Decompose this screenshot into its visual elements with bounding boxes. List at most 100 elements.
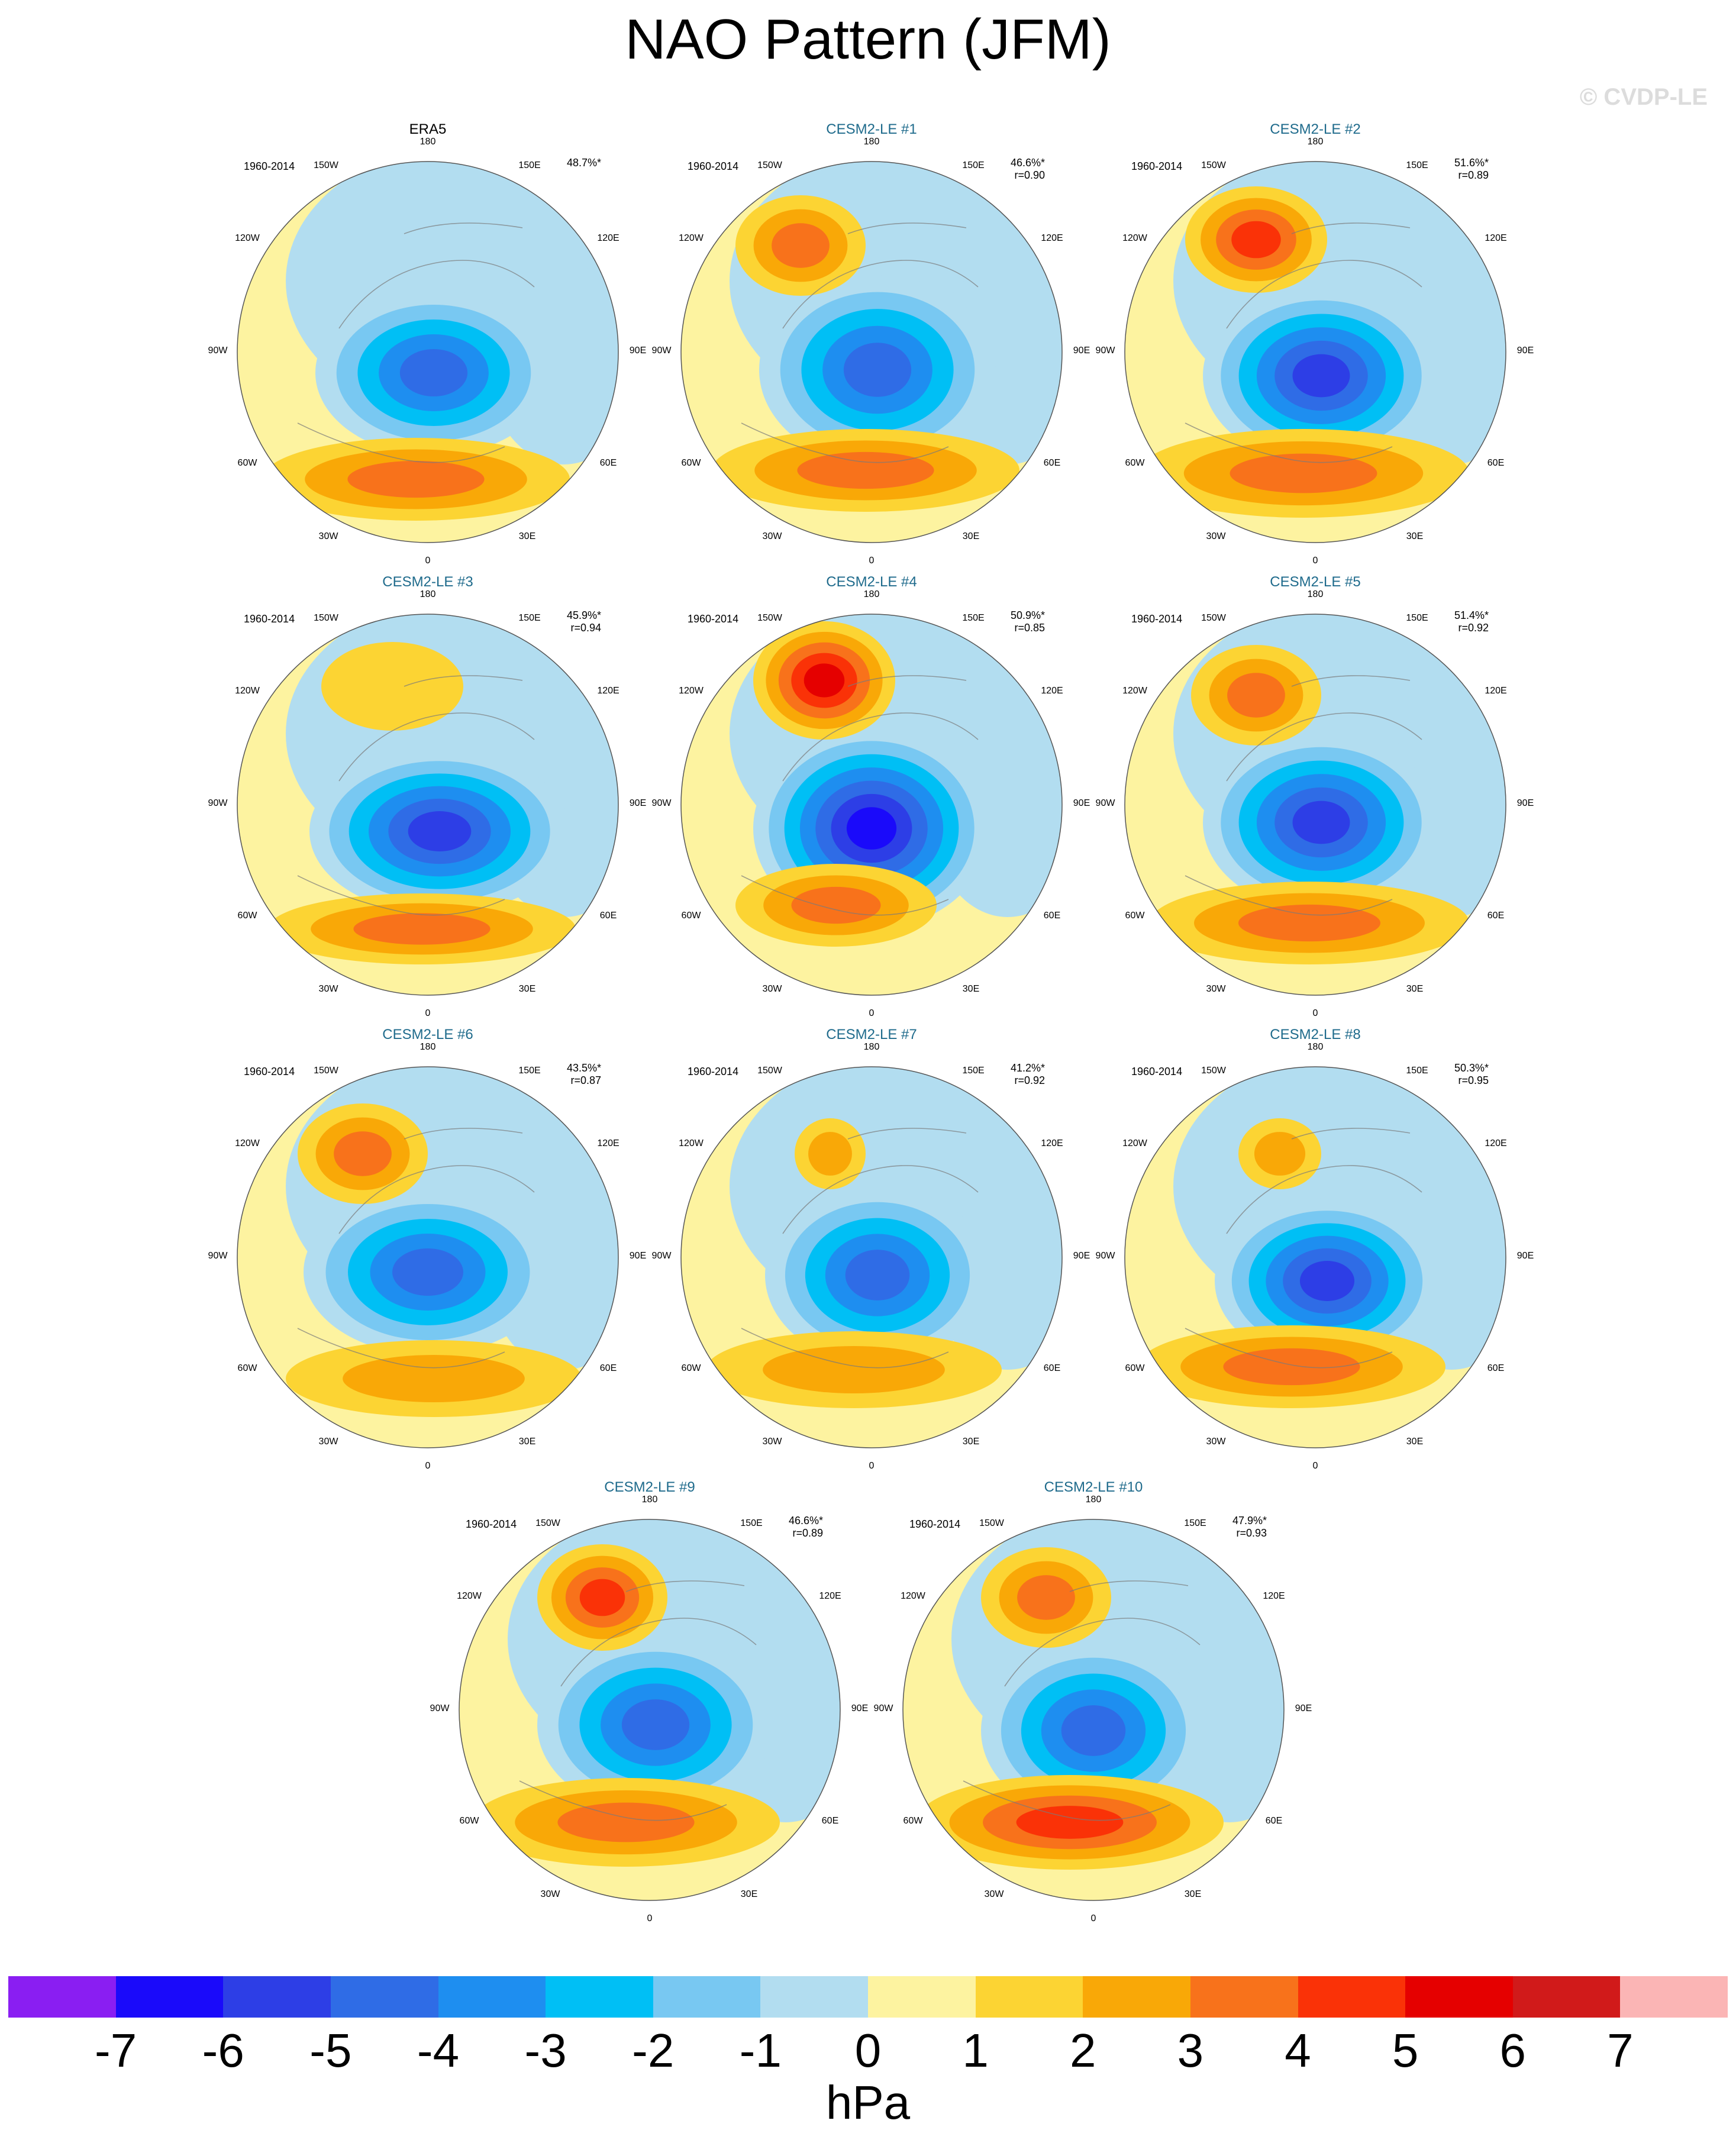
longitude-label: 30E — [1184, 1889, 1202, 1899]
longitude-label: 180 — [863, 589, 880, 599]
longitude-label: 90E — [1073, 346, 1090, 356]
polar-map — [237, 614, 619, 996]
longitude-label: 60E — [821, 1816, 839, 1826]
explained-variance: 46.6%* — [788, 1515, 823, 1526]
longitude-label: 30E — [962, 531, 980, 541]
longitude-label: 30E — [740, 1889, 758, 1899]
colorbar-swatch — [115, 1976, 224, 2018]
polar-map — [1124, 614, 1506, 996]
panel-stats: 50.3%* r=0.95 — [1424, 1062, 1489, 1086]
pacific-anomaly-level-4 — [1231, 221, 1281, 259]
colorbar-tick-label: -4 — [417, 2024, 460, 2077]
azores-high-level-2 — [343, 1355, 525, 1402]
longitude-label: 150W — [757, 613, 782, 623]
longitude-label: 0 — [869, 1008, 875, 1018]
pattern-correlation: r=0.92 — [1458, 621, 1489, 634]
longitude-label: 120W — [679, 686, 704, 696]
explained-variance: 51.4%* — [1454, 609, 1489, 621]
explained-variance: 47.9%* — [1232, 1515, 1267, 1526]
panel-title: CESM2-LE #1 — [826, 121, 917, 137]
pacific-anomaly-level-1 — [321, 642, 463, 731]
panel-stats: 51.6%* r=0.89 — [1424, 157, 1489, 181]
colorbar-tick-label: 0 — [854, 2024, 882, 2077]
panel-stats: 47.9%* r=0.93 — [1202, 1515, 1267, 1539]
longitude-label: 0 — [1312, 1461, 1318, 1471]
longitude-label: 150W — [535, 1518, 560, 1528]
longitude-label: 0 — [1312, 556, 1318, 566]
longitude-label: 60W — [681, 458, 701, 468]
longitude-label: 90W — [208, 798, 228, 808]
longitude-label: 180 — [420, 589, 436, 599]
panel-title: CESM2-LE #7 — [826, 1027, 917, 1043]
azores-high-level-3 — [347, 460, 485, 498]
longitude-label: 30E — [518, 984, 536, 994]
longitude-label: 120W — [1122, 686, 1147, 696]
longitude-label: 60W — [1125, 458, 1145, 468]
longitude-label: 150E — [518, 160, 541, 170]
colorbar-tick-label: -2 — [632, 2024, 675, 2077]
longitude-label: 180 — [1085, 1495, 1102, 1505]
pattern-correlation: r=0.87 — [570, 1074, 601, 1086]
map-panel: CESM2-LE #3 1960-2014 45.9%* r=0.94 180 150W 1… — [206, 574, 650, 1018]
longitude-label: 60E — [1487, 1363, 1505, 1373]
longitude-label: 60E — [1487, 458, 1505, 468]
map-panel: CESM2-LE #5 1960-2014 51.4%* r=0.92 180 150W 1… — [1093, 574, 1537, 1018]
map-border — [680, 161, 1063, 543]
longitude-label: 60E — [1043, 911, 1061, 921]
colorbar-tick-label: 1 — [962, 2024, 989, 2077]
panel-title: ERA5 — [409, 121, 447, 137]
panel-period: 1960-2014 — [466, 1518, 517, 1530]
azores-high-level-3 — [353, 913, 491, 945]
longitude-label: 90E — [851, 1703, 869, 1713]
pacific-anomaly-level-5 — [804, 663, 845, 698]
longitude-label: 60W — [459, 1816, 479, 1826]
polar-map — [680, 614, 1063, 996]
longitude-label: 0 — [647, 1913, 653, 1924]
longitude-label: 90W — [1095, 798, 1115, 808]
panel-title: CESM2-LE #5 — [1270, 574, 1361, 590]
longitude-label: 90W — [873, 1703, 893, 1713]
longitude-label: 30E — [1406, 1437, 1424, 1447]
azores-high-level-2 — [763, 1346, 945, 1393]
map-border — [1124, 161, 1506, 543]
longitude-label: 150E — [1406, 613, 1428, 623]
longitude-label: 60W — [1125, 1363, 1145, 1373]
longitude-label: 60W — [903, 1816, 923, 1826]
longitude-label: 120W — [679, 1138, 704, 1148]
map-panel: CESM2-LE #9 1960-2014 46.6%* r=0.89 180 150W 1… — [428, 1479, 872, 1924]
explained-variance: 51.6%* — [1454, 157, 1489, 169]
longitude-label: 90E — [1073, 798, 1090, 808]
map-border — [680, 1066, 1063, 1448]
longitude-label: 150W — [1201, 613, 1226, 623]
colorbar-swatch — [1298, 1976, 1406, 2018]
colorbar-swatch — [868, 1976, 976, 2018]
polar-map — [237, 161, 619, 543]
colorbar-swatch — [1405, 1976, 1513, 2018]
map-border — [459, 1519, 841, 1901]
map-border — [237, 614, 619, 996]
panel-stats: 48.7%* — [536, 157, 601, 169]
longitude-label: 30E — [962, 984, 980, 994]
longitude-label: 30W — [1206, 531, 1226, 541]
panel-stats: 51.4%* r=0.92 — [1424, 609, 1489, 634]
longitude-label: 120W — [457, 1591, 482, 1601]
explained-variance: 45.9%* — [566, 609, 601, 621]
colorbar-swatch — [546, 1976, 653, 2018]
longitude-label: 120W — [1122, 233, 1147, 243]
coastline — [1185, 675, 1422, 916]
pacific-anomaly-level-2 — [1254, 1132, 1306, 1176]
explained-variance: 50.9%* — [1010, 609, 1045, 621]
longitude-label: 0 — [869, 1461, 875, 1471]
longitude-label: 30W — [1206, 984, 1226, 994]
panel-stats: 50.9%* r=0.85 — [980, 609, 1045, 634]
panel-stats: 41.2%* r=0.92 — [980, 1062, 1045, 1086]
coastline — [519, 1580, 757, 1821]
longitude-label: 90E — [629, 346, 647, 356]
longitude-label: 30E — [518, 1437, 536, 1447]
map-panel: CESM2-LE #6 1960-2014 43.5%* r=0.87 180 150W 1… — [206, 1027, 650, 1471]
colorbar-tick-label: 2 — [1070, 2024, 1096, 2077]
coastline — [297, 675, 535, 916]
longitude-label: 120W — [901, 1591, 925, 1601]
pacific-anomaly-level-3 — [334, 1131, 392, 1176]
longitude-label: 60W — [681, 1363, 701, 1373]
